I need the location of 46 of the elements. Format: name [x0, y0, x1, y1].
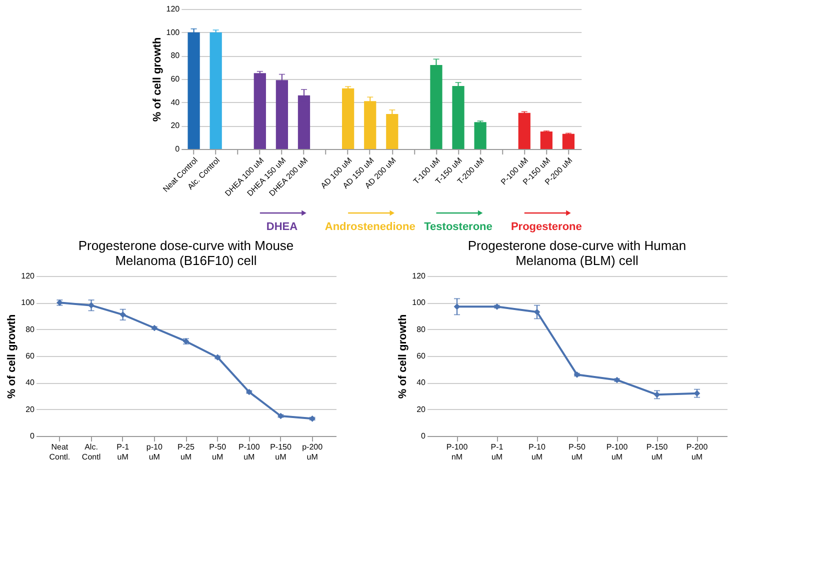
y-tick-label: 80	[26, 324, 36, 334]
y-axis-title: % of cell growth	[397, 314, 410, 399]
x-tick-label: P-200 uM	[686, 442, 708, 462]
chart-title: Progesterone dose-curve with Human Melanoma (BLM) cell	[468, 238, 686, 268]
y-tick-label: 100	[21, 298, 36, 308]
y-tick-label: 100	[166, 28, 180, 37]
y-tick-label: 0	[175, 144, 180, 154]
y-tick-label: 20	[170, 121, 180, 130]
x-tick-label: P-25 uM	[178, 442, 195, 462]
chart-title: Progesterone dose-curve with Mouse Melanoma (B16F10) cell	[78, 238, 294, 268]
y-tick-label: 60	[170, 74, 180, 84]
y-axis-title: % of cell growth	[151, 37, 164, 122]
y-tick-label: 60	[416, 352, 426, 360]
text: Progesterone	[510, 221, 582, 233]
x-tick-label: P-100 nM	[446, 442, 468, 462]
y-tick-label: 40	[26, 378, 36, 388]
y-axis-title: % of cell growth	[6, 314, 18, 399]
x-tick-label: P-10 uM	[528, 442, 546, 462]
y-tick-label: 120	[166, 4, 180, 14]
y-tick-label: 60	[26, 352, 36, 360]
y-tick-label: 80	[416, 324, 426, 334]
x-tick-label: P-50 uM	[568, 442, 586, 462]
x-tick-label: Neat Contl.	[49, 442, 70, 462]
y-tick-label: 20	[416, 404, 426, 414]
y-tick-label: 0	[421, 432, 426, 440]
y-tick-label: 120	[412, 272, 426, 280]
y-tick-label: 40	[170, 98, 180, 107]
x-tick-label: P-150 uM	[270, 442, 292, 462]
text: DHEA	[266, 221, 298, 233]
x-tick-label: p-10 uM	[146, 442, 163, 462]
x-tick-label: P-100 uM	[606, 442, 628, 462]
y-tick-label: 40	[416, 378, 426, 388]
y-tick-label: 120	[21, 272, 36, 280]
y-tick-label: 100	[412, 298, 426, 308]
x-tick-label: Alc. Contl	[82, 442, 101, 462]
x-tick-label: P-100 uM	[238, 442, 260, 462]
x-tick-label: P-150 uM	[646, 442, 668, 462]
x-tick-label: p-200 uM	[302, 442, 324, 462]
x-tick-label: P-1 uM	[116, 442, 130, 462]
x-tick-label: P-50 uM	[209, 442, 227, 462]
text: Testosterone	[424, 221, 492, 233]
x-tick-label: P-1 uM	[490, 442, 504, 462]
y-tick-label: 80	[170, 51, 180, 60]
text: Androstenedione	[324, 221, 416, 233]
y-tick-label: 20	[26, 404, 36, 414]
y-tick-label: 0	[30, 432, 36, 440]
